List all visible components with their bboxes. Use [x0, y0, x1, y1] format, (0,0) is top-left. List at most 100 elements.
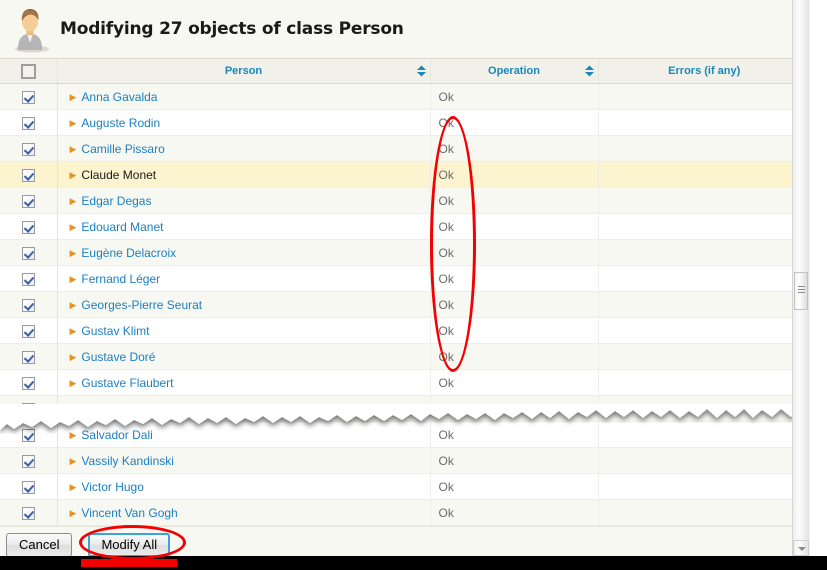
table-row[interactable]: ▶ Gustave Doré Ok	[0, 343, 810, 370]
row-select-cell[interactable]	[0, 265, 58, 292]
sort-toggle-icon[interactable]	[584, 65, 594, 77]
table-row[interactable]: ▶ Victor Hugo Ok	[0, 473, 810, 500]
expand-row-icon[interactable]: ▶	[69, 247, 77, 258]
row-select-cell[interactable]	[0, 135, 58, 162]
person-link[interactable]: Eugène Delacroix	[81, 245, 177, 260]
row-checkbox[interactable]	[21, 454, 35, 468]
person-link[interactable]: Camille Pissaro	[81, 141, 165, 156]
person-link[interactable]: Gustav Klimt	[81, 323, 150, 338]
expand-row-icon[interactable]: ▶	[69, 221, 77, 232]
table-row[interactable]: ▶ Gustav Klimt Ok	[0, 317, 810, 344]
row-checkbox[interactable]	[21, 194, 35, 208]
row-checkbox[interactable]	[21, 376, 35, 390]
table-row[interactable]: ▶ Henri Fantin-Latour Ok	[0, 395, 810, 422]
column-header-select-all[interactable]	[0, 58, 58, 84]
table-row[interactable]: ▶ Camille Pissaro Ok	[0, 135, 810, 162]
person-link[interactable]: Gustave Flaubert	[81, 375, 174, 390]
person-link[interactable]: Edouard Manet	[81, 219, 164, 234]
person-link[interactable]: Vincent Van Gogh	[81, 505, 178, 520]
person-link[interactable]: Henri Fantin-Latour	[81, 401, 185, 416]
table-row[interactable]: ▶ Salvador Dali Ok	[0, 421, 810, 448]
scrollbar-down-button[interactable]	[793, 540, 809, 556]
row-checkbox[interactable]	[21, 246, 35, 260]
table-row[interactable]: ▶ Eugène Delacroix Ok	[0, 239, 810, 266]
table-row[interactable]: ▶ Fernand Léger Ok	[0, 265, 810, 292]
row-checkbox[interactable]	[21, 168, 35, 182]
row-select-cell[interactable]	[0, 447, 58, 474]
sort-toggle-icon[interactable]	[416, 65, 426, 77]
column-header-operation[interactable]: Operation	[430, 58, 599, 84]
expand-row-icon[interactable]: ▶	[69, 377, 77, 388]
row-checkbox[interactable]	[21, 402, 35, 416]
expand-row-icon[interactable]: ▶	[69, 273, 77, 284]
row-checkbox[interactable]	[21, 142, 35, 156]
scrollbar-track[interactable]	[793, 0, 809, 540]
row-select-cell[interactable]	[0, 161, 58, 188]
row-select-cell[interactable]	[0, 109, 58, 136]
person-link[interactable]: Gustave Doré	[81, 349, 156, 364]
row-select-cell[interactable]	[0, 291, 58, 318]
expand-row-icon[interactable]: ▶	[69, 507, 77, 518]
table-row[interactable]: ▶ Edgar Degas Ok	[0, 187, 810, 214]
person-link[interactable]: Fernand Léger	[81, 271, 161, 286]
column-header-person[interactable]: Person	[57, 58, 431, 84]
cancel-button[interactable]: Cancel	[6, 533, 73, 556]
row-select-cell[interactable]	[0, 473, 58, 500]
expand-row-icon[interactable]: ▶	[69, 143, 77, 154]
expand-row-icon[interactable]: ▶	[69, 429, 77, 440]
table-row[interactable]: ▶ Georges-Pierre Seurat Ok	[0, 291, 810, 318]
table-row[interactable]: ▶ Vassily Kandinski Ok	[0, 447, 810, 474]
expand-row-icon[interactable]: ▶	[69, 91, 77, 102]
row-checkbox[interactable]	[21, 480, 35, 494]
row-select-cell[interactable]	[0, 369, 58, 396]
expand-row-icon[interactable]: ▶	[69, 455, 77, 466]
modify-all-button[interactable]: Modify All	[88, 533, 171, 556]
table-row[interactable]: ▶ Gustave Flaubert Ok	[0, 369, 810, 396]
scrollbar-thumb[interactable]	[794, 272, 808, 310]
row-checkbox[interactable]	[21, 506, 35, 520]
row-checkbox[interactable]	[21, 220, 35, 234]
column-header-errors[interactable]: Errors (if any)	[598, 58, 810, 84]
row-select-cell[interactable]	[0, 317, 58, 344]
table-row[interactable]: ▶ Claude Monet Ok	[0, 161, 810, 188]
row-select-cell[interactable]	[0, 499, 58, 526]
errors-cell	[598, 187, 810, 214]
expand-row-icon[interactable]: ▶	[69, 169, 77, 180]
table-row[interactable]: ▶ Anna Gavalda Ok	[0, 83, 810, 110]
expand-row-icon[interactable]: ▶	[69, 299, 77, 310]
person-link[interactable]: Vassily Kandinski	[81, 453, 174, 468]
vertical-scrollbar[interactable]	[792, 0, 810, 556]
expand-row-icon[interactable]: ▶	[69, 481, 77, 492]
expand-row-icon[interactable]: ▶	[69, 325, 77, 336]
row-checkbox[interactable]	[21, 324, 35, 338]
person-link[interactable]: Georges-Pierre Seurat	[81, 297, 203, 312]
row-select-cell[interactable]	[0, 343, 58, 370]
expand-row-icon[interactable]: ▶	[69, 117, 77, 128]
row-checkbox[interactable]	[21, 90, 35, 104]
select-all-checkbox[interactable]	[20, 63, 36, 79]
row-select-cell[interactable]	[0, 421, 58, 448]
expand-row-icon[interactable]: ▶	[69, 403, 77, 414]
person-link[interactable]: Anna Gavalda	[81, 89, 158, 104]
person-link[interactable]: Victor Hugo	[81, 479, 144, 494]
row-select-cell[interactable]	[0, 213, 58, 240]
person-link[interactable]: Salvador Dali	[81, 427, 153, 442]
table-row[interactable]: ▶ Edouard Manet Ok	[0, 213, 810, 240]
row-select-cell[interactable]	[0, 239, 58, 266]
row-checkbox[interactable]	[21, 428, 35, 442]
person-link[interactable]: Claude Monet	[81, 167, 157, 182]
person-link[interactable]: Auguste Rodin	[81, 115, 161, 130]
row-checkbox[interactable]	[21, 272, 35, 286]
row-select-cell[interactable]	[0, 395, 58, 422]
row-checkbox[interactable]	[21, 116, 35, 130]
expand-row-icon[interactable]: ▶	[69, 195, 77, 206]
table-row[interactable]: ▶ Auguste Rodin Ok	[0, 109, 810, 136]
row-checkbox[interactable]	[21, 298, 35, 312]
person-link[interactable]: Edgar Degas	[81, 193, 152, 208]
table-row[interactable]: ▶ Vincent Van Gogh Ok	[0, 499, 810, 526]
row-select-cell[interactable]	[0, 83, 58, 110]
row-checkbox[interactable]	[21, 350, 35, 364]
expand-row-icon[interactable]: ▶	[69, 351, 77, 362]
person-cell: ▶ Claude Monet	[57, 161, 431, 188]
row-select-cell[interactable]	[0, 187, 58, 214]
